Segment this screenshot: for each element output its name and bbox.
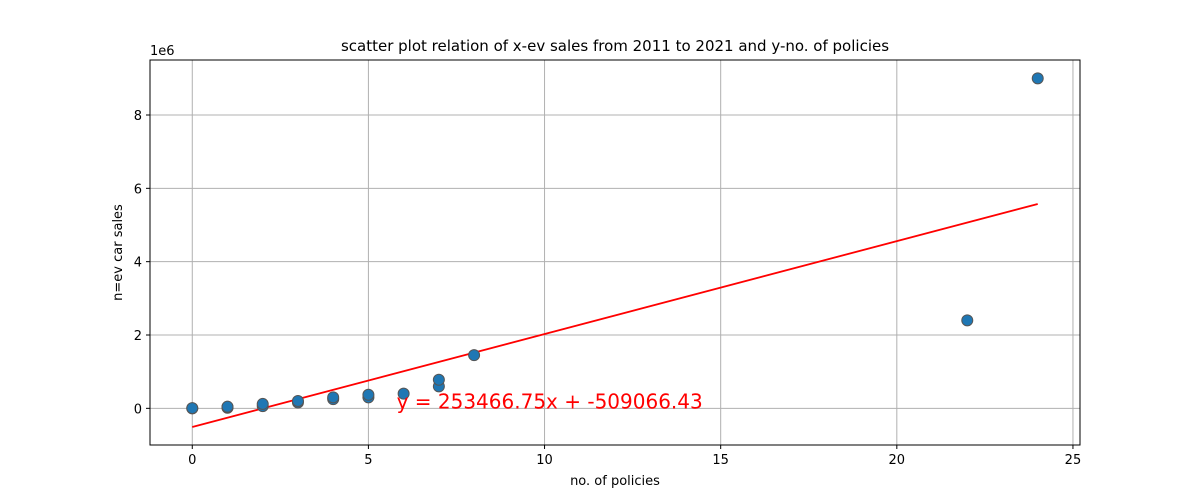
grid [150, 60, 1080, 445]
x-tick-label: 5 [364, 453, 372, 468]
x-tick-label: 15 [712, 453, 729, 468]
x-axis-label: no. of policies [570, 474, 660, 489]
chart-title: scatter plot relation of x-ev sales from… [341, 37, 889, 55]
data-point [1031, 72, 1044, 85]
plot-frame [149, 59, 1081, 446]
y-offset-label: 1e6 [150, 44, 175, 59]
data-point [327, 391, 340, 404]
data-point [221, 400, 234, 413]
y-axis-ticks: 0 2 4 6 8 [134, 109, 150, 417]
x-tick-label: 20 [889, 453, 906, 468]
y-tick-label: 6 [134, 182, 142, 197]
regression-line [192, 203, 1038, 428]
data-point [397, 387, 410, 400]
data-point [186, 402, 199, 415]
x-tick-label: 10 [536, 453, 553, 468]
data-point [291, 395, 304, 407]
x-tick-label: 25 [1065, 453, 1082, 468]
x-axis-ticks: 0 5 10 15 20 25 [188, 445, 1081, 468]
data-point [362, 388, 375, 401]
data-point [432, 373, 445, 386]
x-tick-label: 0 [188, 453, 196, 468]
data-point [468, 349, 481, 362]
y-axis-label: n=ev car sales [111, 204, 126, 301]
y-tick-label: 4 [134, 256, 142, 271]
data-point [961, 314, 974, 327]
y-tick-label: 0 [134, 402, 142, 417]
regression-equation-label: y = 253466.75x + -509066.43 [397, 389, 703, 413]
y-tick-label: 8 [134, 109, 142, 124]
scatter-points [186, 72, 1044, 415]
fit-line-group [192, 203, 1038, 428]
y-tick-label: 2 [134, 329, 142, 344]
data-point [256, 397, 269, 410]
